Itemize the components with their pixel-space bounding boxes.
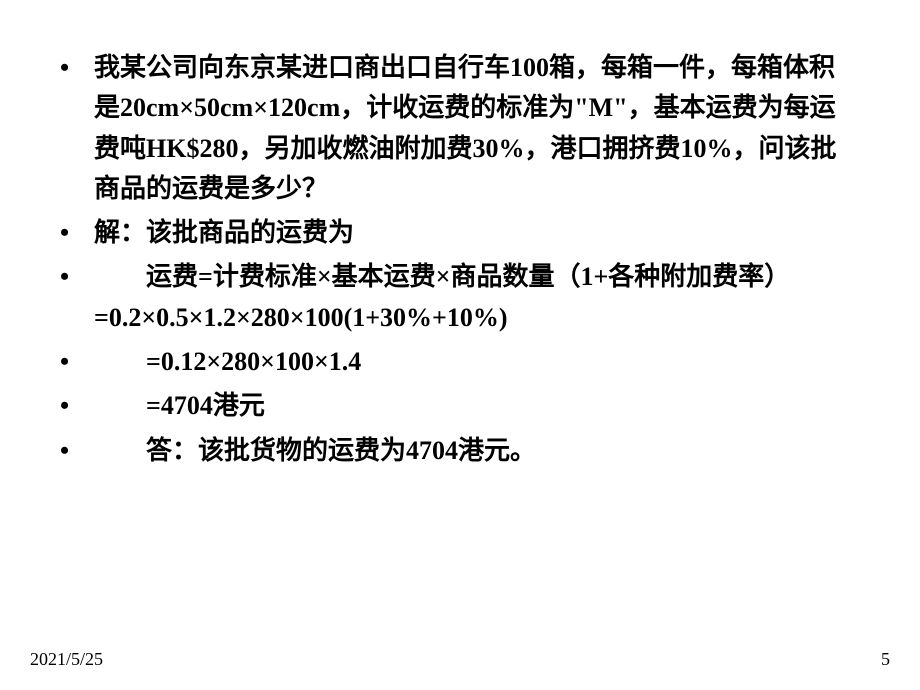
bullet-text: 我某公司向东京某进口商出口自行车100箱，每箱一件，每箱体积是20cm×50cm… <box>94 48 860 209</box>
bullet-item: • 答：该批货物的运费为4704港元。 <box>60 431 860 471</box>
bullet-marker: • <box>60 386 78 426</box>
bullet-text: =4704港元 <box>94 386 265 426</box>
bullet-item: • =4704港元 <box>60 386 860 426</box>
bullet-item: • =0.12×280×100×1.4 <box>60 342 860 382</box>
bullet-marker: • <box>60 257 78 338</box>
bullet-marker: • <box>60 48 78 209</box>
bullet-marker: • <box>60 342 78 382</box>
bullet-text: 运费=计费标准×基本运费×商品数量（1+各种附加费率）=0.2×0.5×1.2×… <box>94 257 860 338</box>
slide-footer: 2021/5/25 5 <box>30 649 890 670</box>
bullet-item: • 解：该批商品的运费为 <box>60 213 860 253</box>
bullet-item: • 运费=计费标准×基本运费×商品数量（1+各种附加费率）=0.2×0.5×1.… <box>60 257 860 338</box>
footer-date: 2021/5/25 <box>30 649 103 670</box>
bullet-item: • 我某公司向东京某进口商出口自行车100箱，每箱一件，每箱体积是20cm×50… <box>60 48 860 209</box>
slide-content: • 我某公司向东京某进口商出口自行车100箱，每箱一件，每箱体积是20cm×50… <box>0 0 920 471</box>
bullet-text: 答：该批货物的运费为4704港元。 <box>94 431 536 471</box>
bullet-text: 解：该批商品的运费为 <box>94 213 354 253</box>
bullet-marker: • <box>60 431 78 471</box>
bullet-marker: • <box>60 213 78 253</box>
bullet-text: =0.12×280×100×1.4 <box>94 342 361 382</box>
footer-page-number: 5 <box>881 649 890 670</box>
